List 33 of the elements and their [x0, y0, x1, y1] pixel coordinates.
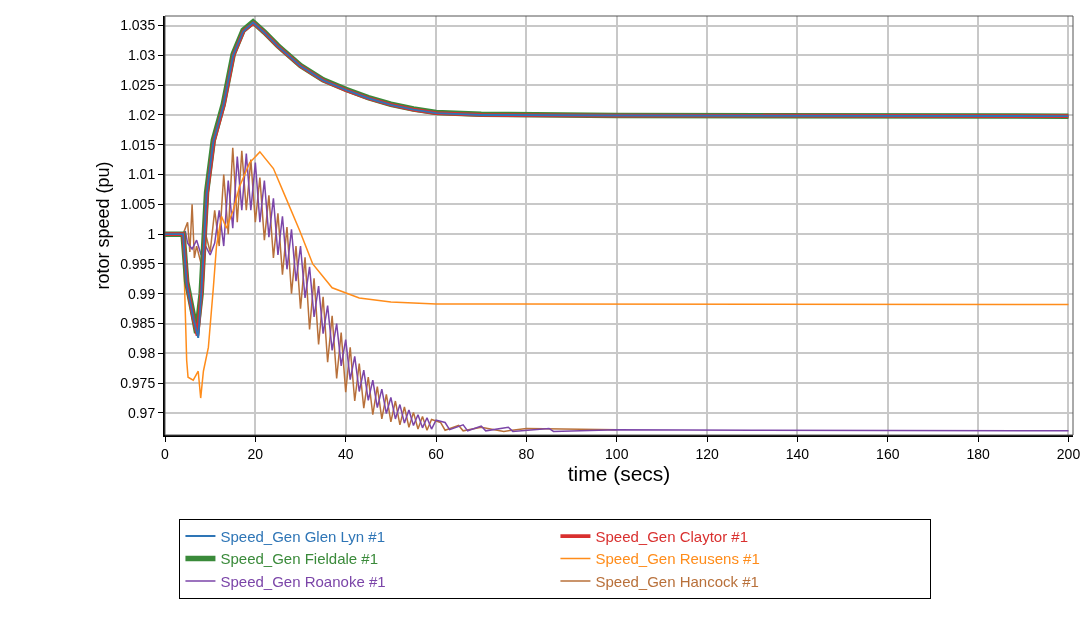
y-tick-label: 1.01: [127, 166, 156, 183]
y-tick-label: 1.005: [120, 196, 156, 213]
legend-label: Speed_Gen Fieldale #1: [220, 550, 379, 568]
y-tick-label: 0.97: [127, 404, 156, 421]
legend-label: Speed_Gen Hancock #1: [595, 572, 759, 590]
y-tick-label: 1.015: [120, 136, 156, 153]
legend-label: Speed_Gen Roanoke #1: [220, 572, 386, 590]
x-tick-label: 140: [785, 445, 810, 462]
y-tick-label: 0.99: [127, 285, 156, 302]
x-tick-label: 0: [161, 445, 170, 462]
x-axis-title: time (secs): [567, 461, 671, 485]
legend-label: Speed_Gen Claytor #1: [595, 527, 749, 545]
y-tick-label: 1.03: [127, 47, 156, 64]
y-tick-label: 1.02: [127, 106, 156, 123]
x-tick-label: 180: [966, 445, 991, 462]
y-tick-label: 0.98: [127, 345, 156, 362]
x-tick-label: 200: [1056, 445, 1081, 462]
y-tick-label: 0.985: [120, 315, 156, 332]
x-tick-label: 120: [695, 445, 719, 462]
y-tick-label: 0.975: [120, 375, 156, 392]
x-tick-label: 80: [518, 445, 535, 462]
y-tick-label: 1: [147, 226, 156, 243]
y-axis-title: rotor speed (pu): [92, 161, 113, 290]
x-tick-label: 100: [605, 445, 629, 462]
y-tick-label: 1.035: [120, 17, 156, 34]
x-tick-label: 160: [876, 445, 900, 462]
legend-label: Speed_Gen Glen Lyn #1: [220, 527, 386, 545]
x-tick-label: 40: [337, 445, 354, 462]
y-tick-label: 1.025: [120, 77, 156, 94]
x-tick-label: 20: [247, 445, 264, 462]
legend-label: Speed_Gen Reusens #1: [595, 550, 760, 568]
y-tick-label: 0.995: [120, 255, 156, 272]
x-tick-label: 60: [428, 445, 445, 462]
